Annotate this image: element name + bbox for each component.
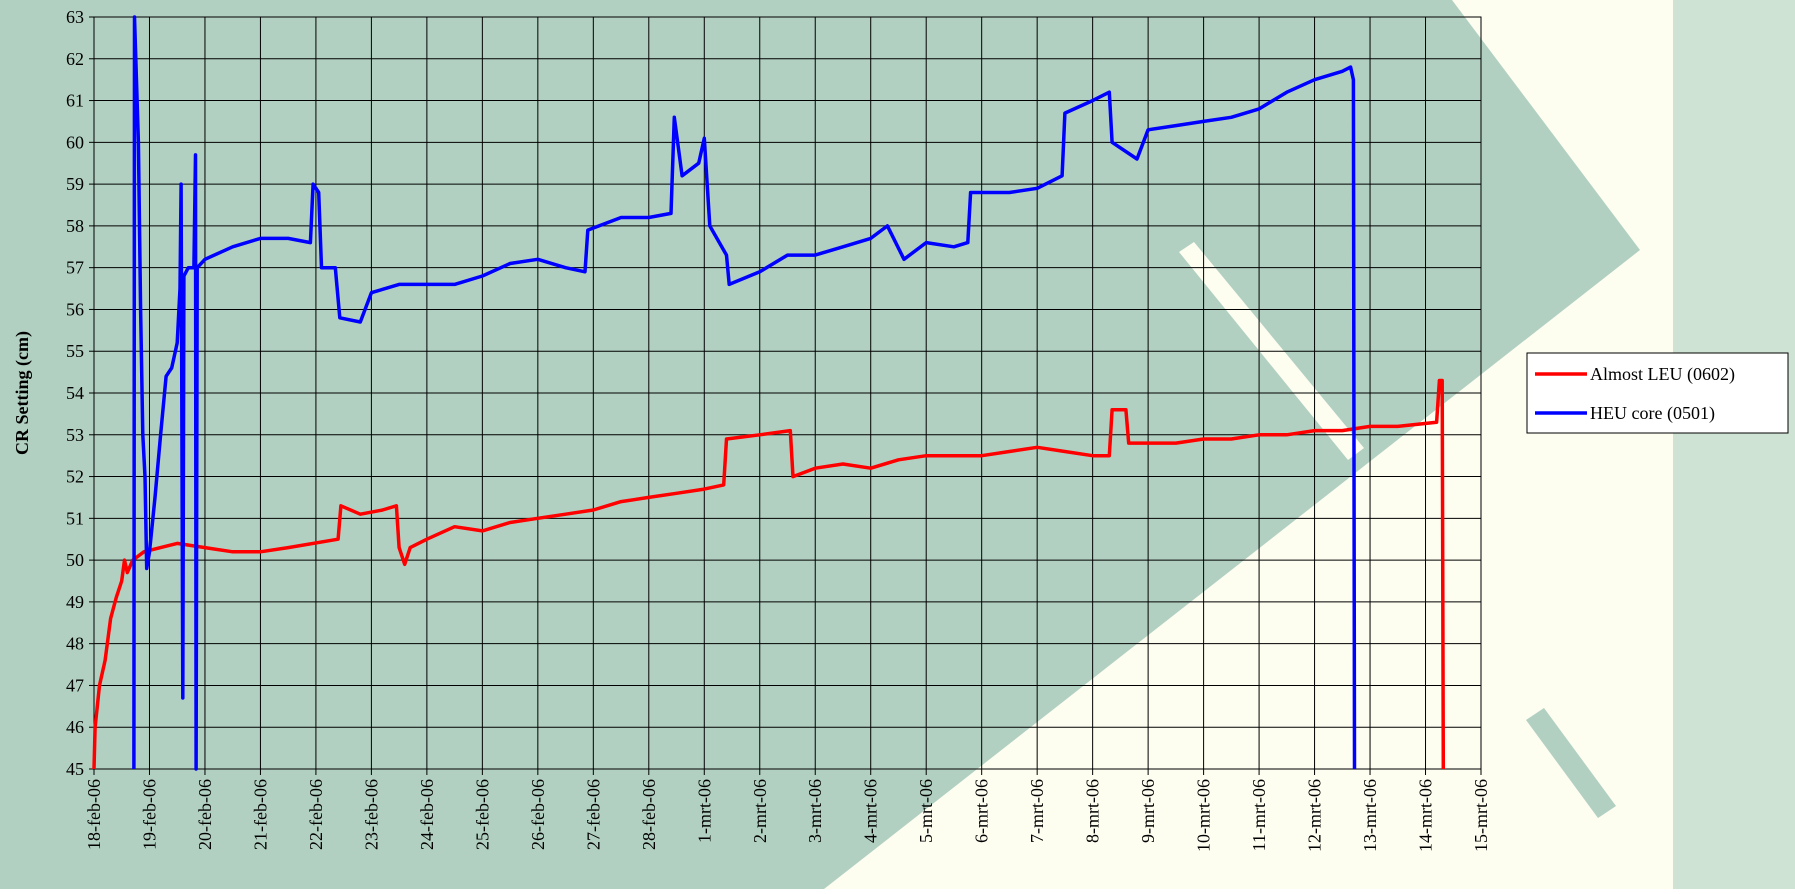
x-tick-label: 20-feb-06 bbox=[195, 779, 215, 850]
y-tick-label: 53 bbox=[66, 425, 84, 445]
line-series bbox=[92, 378, 1446, 770]
x-tick-label: 15-mrt-06 bbox=[1471, 779, 1491, 852]
x-tick-label: 13-mrt-06 bbox=[1360, 779, 1380, 852]
x-tick-label: 25-feb-06 bbox=[472, 779, 492, 850]
side-strip bbox=[1673, 0, 1795, 889]
x-tick-label: 6-mrt-06 bbox=[972, 779, 992, 843]
y-tick-label: 62 bbox=[66, 49, 84, 69]
y-tick-label: 49 bbox=[66, 592, 84, 612]
x-tick-label: 28-feb-06 bbox=[639, 779, 659, 850]
y-tick-label: 54 bbox=[66, 383, 84, 403]
y-tick-label: 48 bbox=[66, 634, 84, 654]
x-tick-label: 1-mrt-06 bbox=[694, 779, 714, 843]
x-tick-label: 22-feb-06 bbox=[306, 779, 326, 850]
x-tick-label: 26-feb-06 bbox=[528, 779, 548, 850]
x-tick-label: 18-feb-06 bbox=[84, 779, 104, 850]
y-tick-label: 59 bbox=[66, 174, 84, 194]
y-tick-label: 46 bbox=[66, 717, 84, 737]
x-tick-label: 4-mrt-06 bbox=[861, 779, 881, 843]
x-tick-label: 8-mrt-06 bbox=[1083, 779, 1103, 843]
y-tick-label: 60 bbox=[66, 132, 84, 152]
x-tick-label: 11-mrt-06 bbox=[1249, 779, 1269, 851]
y-tick-label: 50 bbox=[66, 550, 84, 570]
y-tick-label: 61 bbox=[66, 91, 84, 111]
x-tick-label: 19-feb-06 bbox=[139, 779, 159, 850]
y-tick-label: 58 bbox=[66, 216, 84, 236]
y-tick-label: 57 bbox=[66, 258, 84, 278]
y-axis-label: CR Setting (cm) bbox=[12, 331, 33, 455]
y-tick-label: 56 bbox=[66, 299, 84, 319]
legend-label: HEU core (0501) bbox=[1590, 403, 1715, 424]
decor-stripe bbox=[1526, 708, 1616, 818]
x-tick-label: 24-feb-06 bbox=[417, 779, 437, 850]
y-tick-label: 45 bbox=[66, 759, 84, 779]
y-tick-label: 63 bbox=[66, 7, 84, 27]
x-tick-label: 9-mrt-06 bbox=[1138, 779, 1158, 843]
line-series bbox=[132, 15, 1357, 771]
x-tick-label: 23-feb-06 bbox=[361, 779, 381, 850]
y-tick-label: 47 bbox=[66, 675, 84, 695]
x-tick-label: 2-mrt-06 bbox=[750, 779, 770, 843]
y-tick-label: 51 bbox=[66, 508, 84, 528]
x-tick-label: 12-mrt-06 bbox=[1305, 779, 1325, 852]
y-tick-label: 52 bbox=[66, 467, 84, 487]
x-tick-label: 7-mrt-06 bbox=[1027, 779, 1047, 843]
legend bbox=[1526, 352, 1789, 434]
decor-shape bbox=[0, 0, 1640, 889]
x-tick-label: 21-feb-06 bbox=[250, 779, 270, 850]
y-tick-label: 55 bbox=[66, 341, 84, 361]
x-tick-label: 27-feb-06 bbox=[583, 779, 603, 850]
x-tick-label: 10-mrt-06 bbox=[1194, 779, 1214, 852]
plot-border bbox=[93, 16, 1482, 770]
x-tick-label: 3-mrt-06 bbox=[805, 779, 825, 843]
legend-label: Almost LEU (0602) bbox=[1590, 364, 1735, 385]
x-tick-label: 5-mrt-06 bbox=[916, 779, 936, 843]
x-tick-label: 14-mrt-06 bbox=[1416, 779, 1436, 852]
